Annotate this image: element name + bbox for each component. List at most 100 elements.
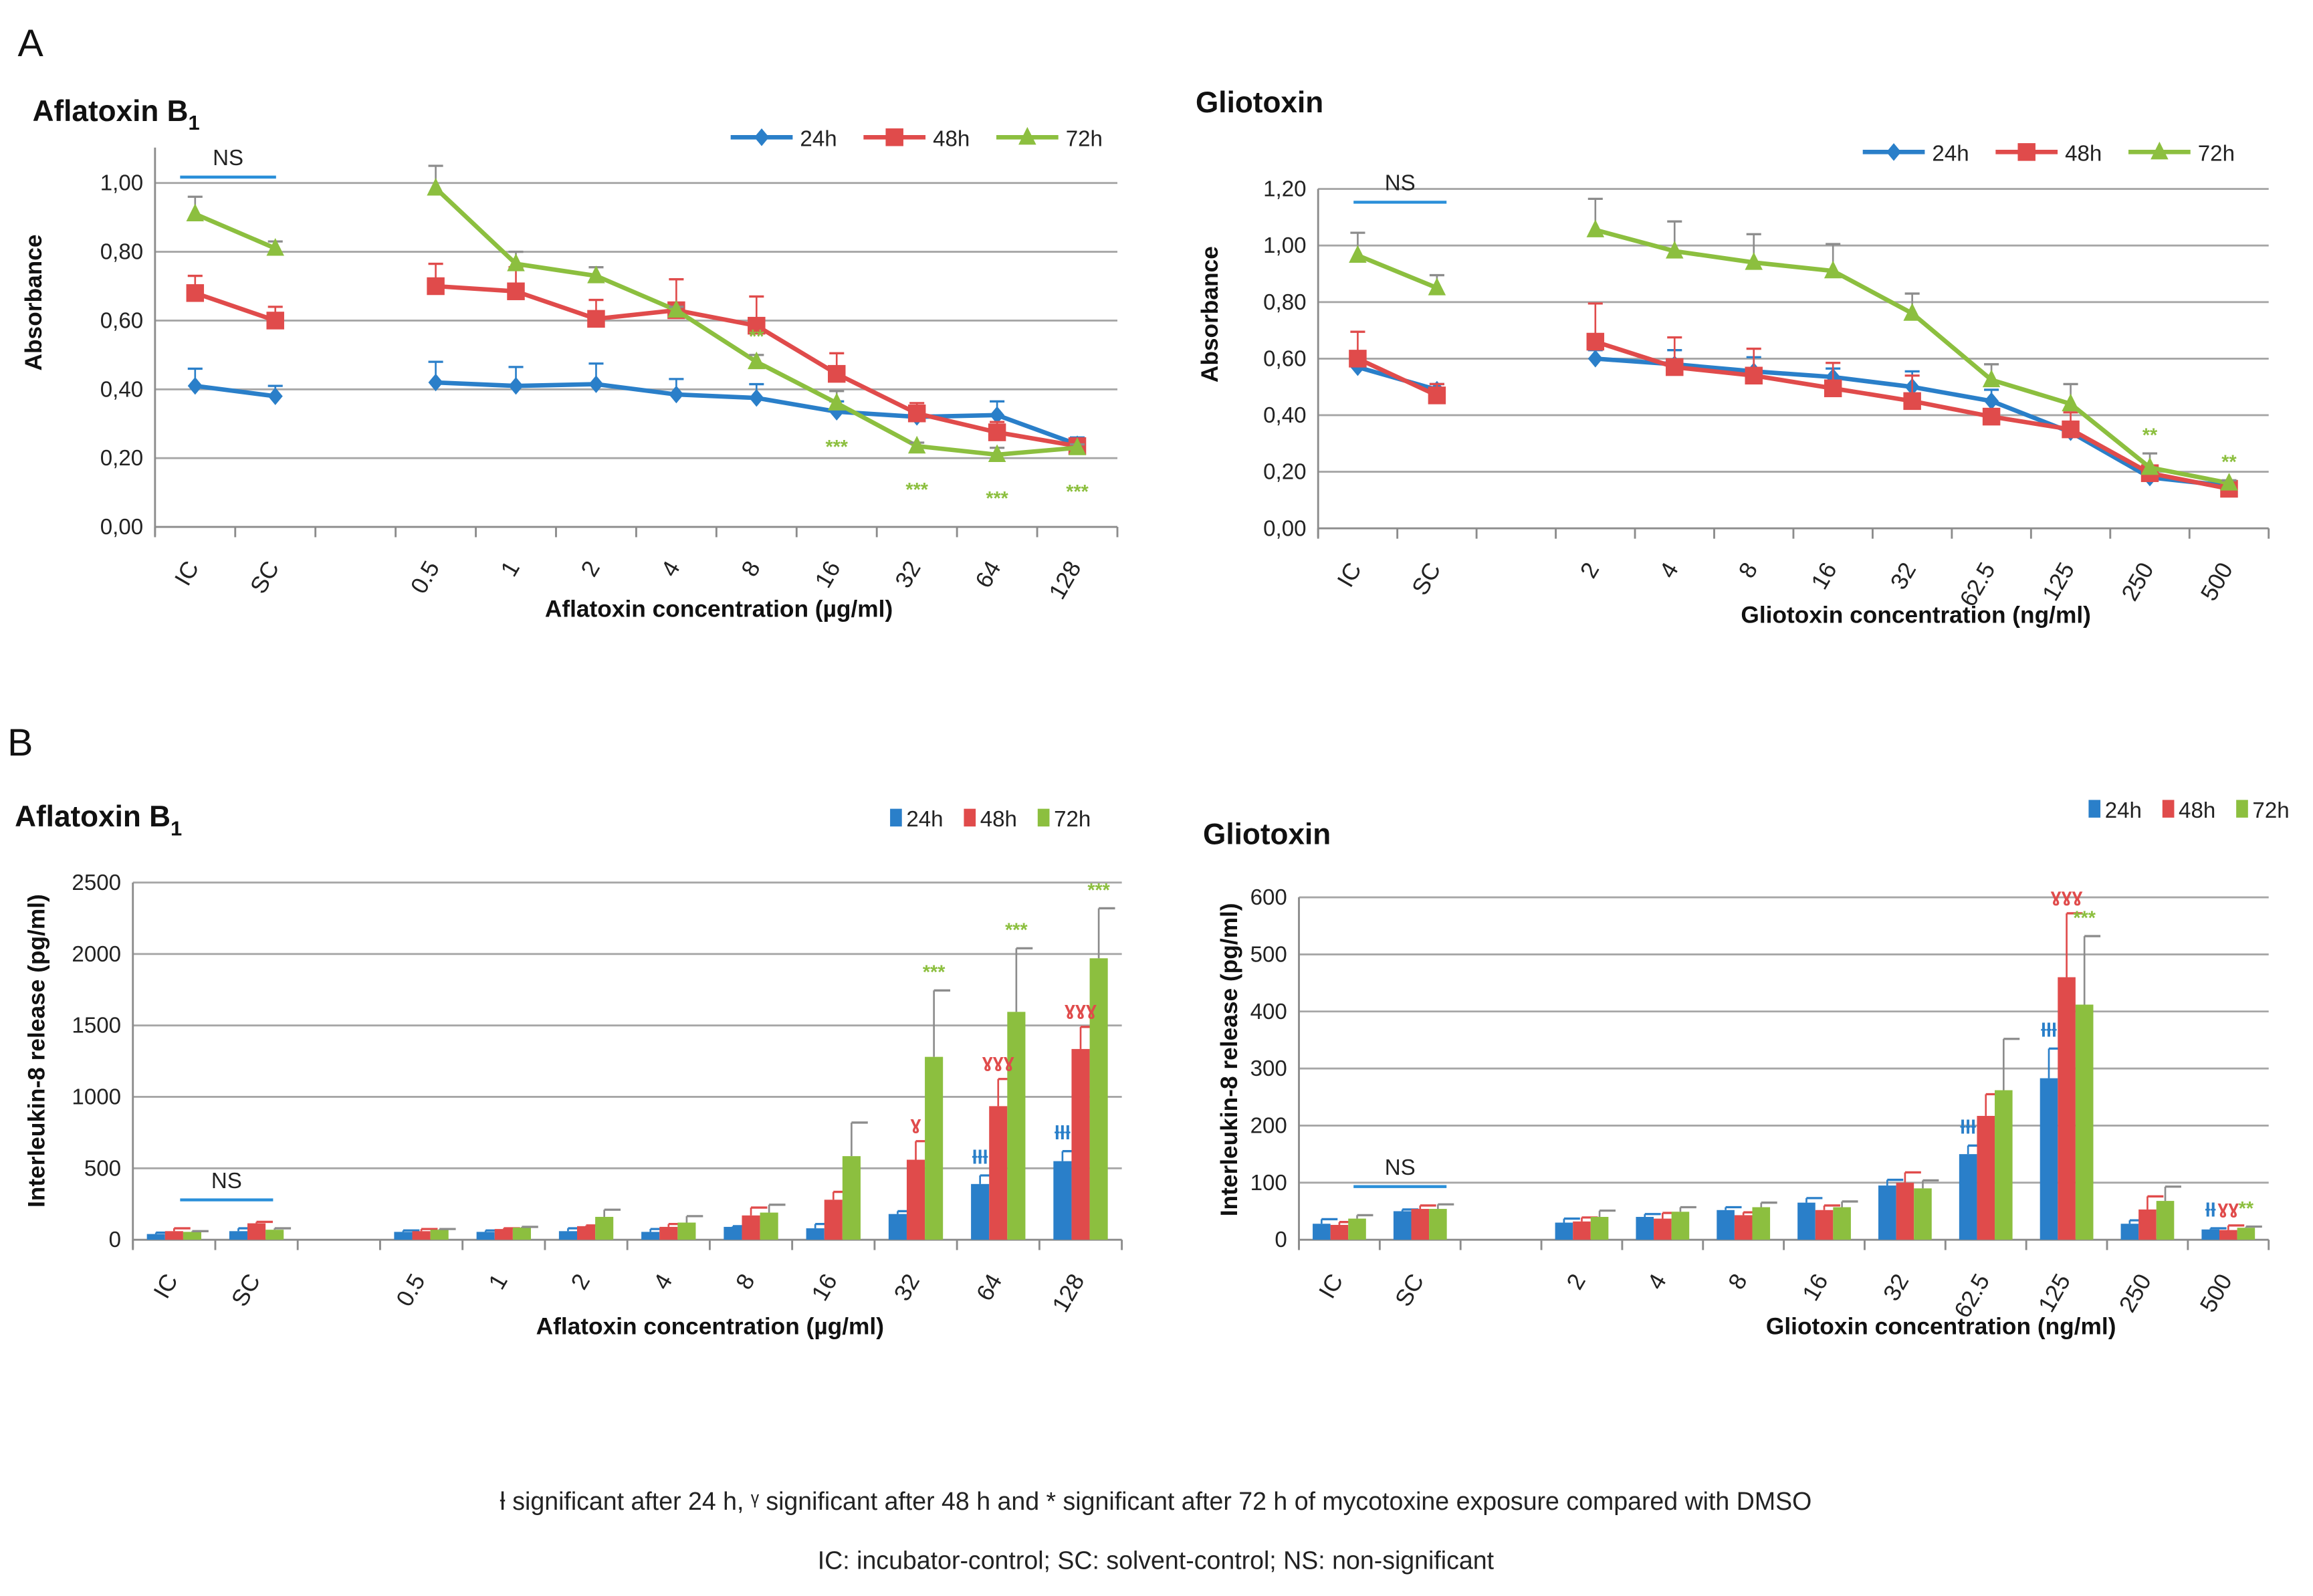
significance-annotation: *** [1005, 920, 1028, 941]
legend-label-48h: 48h [2065, 142, 2102, 166]
data-point [1982, 369, 2001, 388]
bar [1330, 1224, 1349, 1240]
data-point [1745, 366, 1763, 385]
bar [724, 1226, 742, 1240]
x-axis-label: Aflatoxin concentration (µg/ml) [536, 1313, 884, 1339]
x-tick-label: IC [1314, 1270, 1348, 1303]
y-axis-label: Absorbance [21, 235, 47, 371]
bar [888, 1214, 907, 1240]
series-line-48h [1357, 356, 1438, 398]
bar [1071, 1048, 1090, 1240]
bar [842, 1156, 861, 1240]
x-tick-label: 128 [1044, 557, 1086, 604]
legend-label-48h: 48h [933, 127, 970, 152]
data-point [2062, 393, 2080, 412]
bar [1573, 1221, 1591, 1240]
data-point [186, 203, 205, 222]
x-tick-label: 250 [2116, 558, 2159, 606]
x-tick-label: IC [1333, 558, 1367, 592]
x-tick-label: SC [227, 1270, 265, 1311]
significance-annotation: ƚƚƚ [1055, 1123, 1071, 1144]
significance-annotation: *** [986, 488, 1008, 509]
bar [494, 1229, 513, 1240]
bar [1797, 1202, 1815, 1240]
data-point [1428, 386, 1446, 405]
bar [1815, 1210, 1834, 1240]
data-point [1586, 219, 1605, 237]
x-tick-label: 4 [1654, 558, 1684, 583]
bar [247, 1223, 266, 1240]
data-point [1068, 437, 1087, 455]
x-tick-label: SC [245, 557, 284, 598]
bar [1636, 1217, 1654, 1240]
bar [971, 1183, 990, 1240]
significance-annotation: *** [2073, 907, 2096, 929]
bar [1590, 1217, 1609, 1240]
data-point [1666, 241, 1684, 259]
y-tick-label: 0,60 [100, 308, 143, 333]
bar [1977, 1115, 1995, 1240]
bar [146, 1234, 165, 1240]
bar [1734, 1215, 1753, 1240]
data-point [2062, 420, 2080, 439]
data-point [186, 284, 205, 302]
x-tick-label: 32 [889, 1270, 925, 1306]
data-point [1984, 392, 1999, 411]
bar [906, 1159, 925, 1240]
significance-annotation: ɣ [911, 1113, 921, 1134]
significance-annotation: ** [2142, 425, 2158, 446]
ns-label: NS [1385, 1155, 1416, 1180]
y-tick-label: 500 [1250, 942, 1287, 967]
bar [558, 1231, 577, 1240]
chart-title-subscript: 1 [189, 111, 200, 134]
x-tick-label: IC [148, 1270, 183, 1303]
data-point [427, 277, 445, 296]
bar [760, 1212, 778, 1240]
bar [1393, 1211, 1412, 1240]
legend-swatch-48h [964, 808, 976, 827]
bar [1671, 1212, 1690, 1240]
y-tick-label: 100 [1250, 1171, 1287, 1195]
bar [742, 1215, 760, 1240]
bar [677, 1222, 696, 1240]
legend-marker-48h [2017, 143, 2035, 161]
bar [430, 1230, 449, 1240]
ns-label: NS [211, 1169, 242, 1193]
x-axis-label: Gliotoxin concentration (ng/ml) [1741, 602, 2091, 628]
legend-marker-24h [1886, 143, 1902, 161]
x-axis-label: Aflatoxin concentration (µg/ml) [545, 596, 893, 622]
bar [1007, 1012, 1026, 1240]
bar [2156, 1201, 2175, 1240]
bar [1348, 1218, 1366, 1240]
legend-marker-72h [1018, 126, 1036, 145]
bar [1555, 1222, 1573, 1240]
data-point [1982, 407, 2001, 426]
bar [2075, 1004, 2094, 1240]
series-48h [186, 262, 1087, 455]
data-point [1587, 350, 1603, 368]
y-axis-label: Interleukin-8 release (pg/ml) [1216, 903, 1242, 1216]
x-tick-label: 8 [1723, 1270, 1753, 1294]
y-tick-label: 0,20 [100, 446, 143, 471]
legend-swatch-48h [2162, 800, 2175, 818]
y-tick-label: 0,40 [1263, 403, 1306, 428]
ns-label: NS [213, 146, 243, 170]
bar [925, 1056, 944, 1240]
series-24h [146, 1150, 1079, 1240]
ns-label: NS [1385, 171, 1416, 196]
series-24h [1313, 1047, 2227, 1240]
bar [641, 1232, 660, 1240]
bar [183, 1232, 202, 1240]
data-point [988, 423, 1006, 441]
bar [2138, 1209, 2157, 1240]
data-point [507, 282, 525, 300]
significance-annotation: *** [1087, 880, 1110, 901]
data-point [907, 435, 926, 454]
data-point [667, 300, 685, 318]
chart-title: Gliotoxin [1196, 86, 1323, 119]
bar [576, 1226, 596, 1240]
x-tick-label: 500 [2195, 1270, 2237, 1317]
chart-title-text: Gliotoxin [1203, 818, 1331, 851]
